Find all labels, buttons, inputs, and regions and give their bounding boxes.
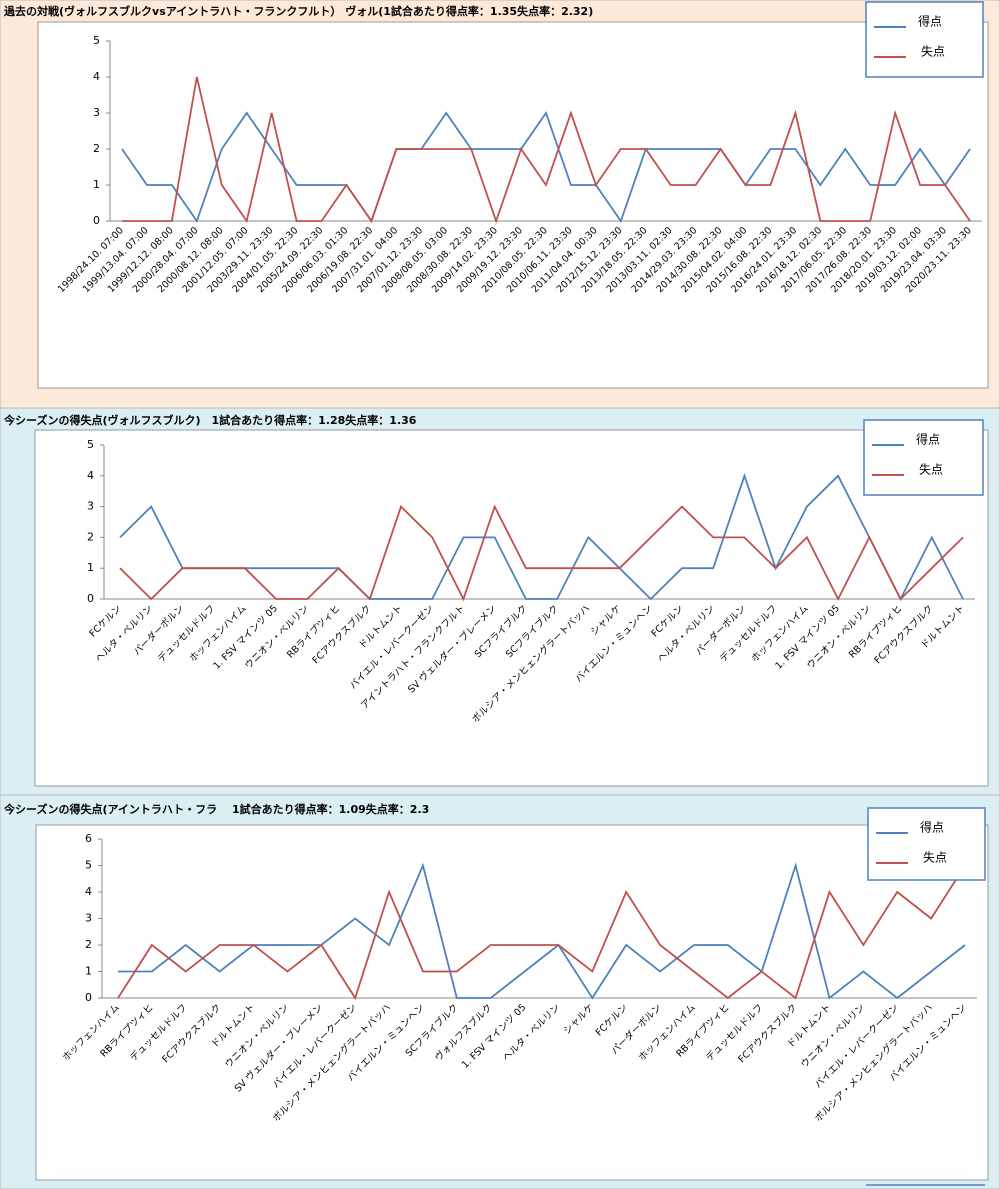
series-line (119, 472, 964, 601)
chart-subtitle: 1試合あたり得点率：1.09失点率：2.3 (232, 802, 429, 816)
series-line (117, 865, 966, 1001)
y-tick-label: 0 (85, 991, 92, 1004)
legend-label: 失点 (921, 44, 945, 59)
y-tick-label: 5 (85, 859, 92, 872)
series-line (118, 862, 966, 1000)
y-tick-label: 5 (87, 438, 94, 451)
y-tick-label: 0 (87, 592, 94, 605)
legend-label: 得点 (916, 432, 940, 447)
y-tick-label: 2 (85, 938, 92, 951)
legend-label: 失点 (919, 462, 943, 477)
series-line (122, 76, 971, 224)
y-tick-label: 0 (93, 214, 100, 227)
y-tick-label: 2 (87, 530, 94, 543)
y-tick-label: 6 (85, 832, 92, 845)
y-tick-label: 1 (85, 965, 92, 978)
y-tick-label: 1 (87, 561, 94, 574)
chart-area (37, 21, 989, 389)
y-tick-label: 3 (87, 500, 94, 513)
y-tick-label: 3 (93, 106, 100, 119)
y-tick-label: 3 (85, 912, 92, 925)
legend (863, 419, 984, 496)
chart-area (35, 824, 989, 1181)
chart-area (34, 429, 989, 787)
y-tick-label: 4 (85, 885, 92, 898)
legend-label: 失点 (923, 850, 947, 865)
y-tick-label: 1 (93, 178, 100, 191)
chart-title: 今シーズンの得失点(ヴォルフスブルク) 1試合あたり得点率：1.28失点率：1.… (3, 413, 417, 427)
y-tick-label: 4 (93, 70, 100, 83)
series-line (119, 504, 964, 602)
legend-label: 得点 (918, 14, 942, 29)
legend-label: 得点 (920, 820, 944, 835)
y-tick-label: 5 (93, 34, 100, 47)
chart-title: 過去の対戦(ヴォルフスブルクvsアイントラハト・フランクフルト） ヴォル(1試合… (3, 4, 593, 18)
legend (865, 1, 984, 78)
y-tick-label: 4 (87, 469, 94, 482)
y-tick-label: 2 (93, 142, 100, 155)
chart-title: 今シーズンの得失点(アイントラハト・フラ (3, 802, 217, 816)
legend (867, 807, 986, 881)
series-line (121, 111, 971, 223)
